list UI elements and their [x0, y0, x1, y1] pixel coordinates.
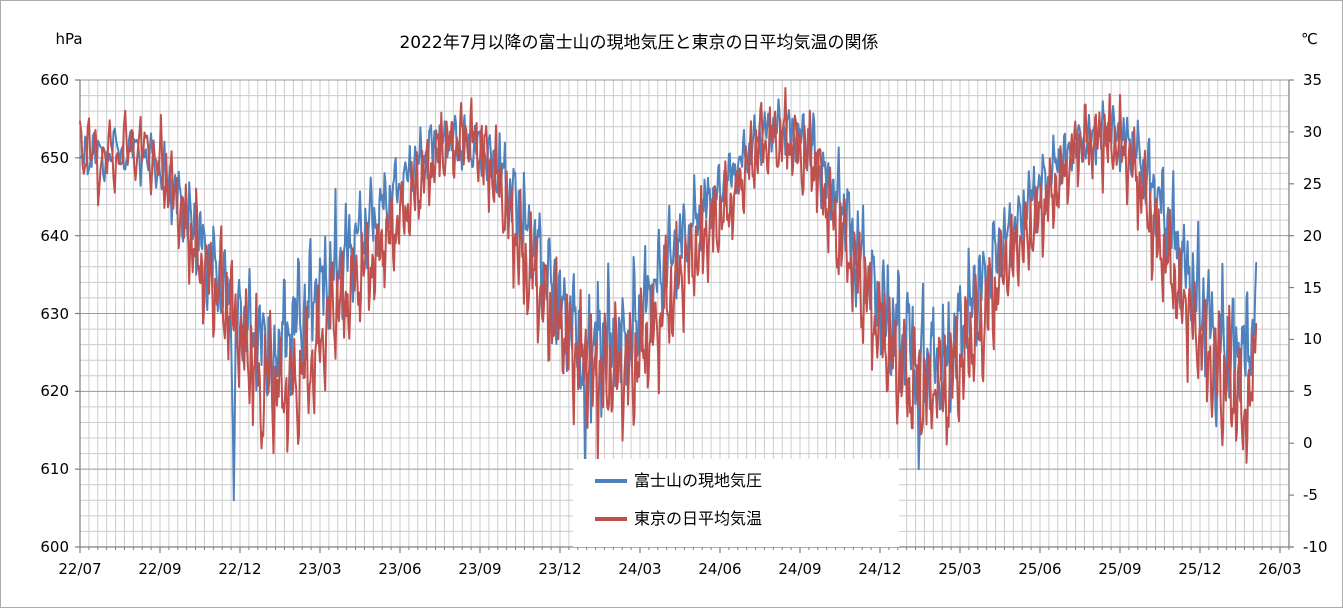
temperature-series-line	[79, 87, 1258, 464]
y-right-tick-label: 5	[1303, 382, 1313, 401]
x-axis-tick-label: 24/06	[698, 560, 742, 578]
x-axis-tick-label: 22/07	[58, 560, 102, 578]
y-right-tick-label: 0	[1303, 434, 1313, 453]
x-axis-tick-label: 25/09	[1098, 560, 1142, 578]
x-axis-tick-label: 25/06	[1018, 560, 1062, 578]
legend: 富士山の現地気圧 東京の日平均気温	[573, 459, 899, 547]
y-right-tick-label: 20	[1303, 226, 1323, 245]
x-axis-tick-label: 23/12	[538, 560, 582, 578]
right-axis-unit-label: ℃	[1301, 30, 1318, 48]
pressure-line-swatch	[595, 479, 627, 483]
x-axis-tick-label: 22/09	[138, 560, 182, 578]
x-axis-tick-label: 23/09	[458, 560, 502, 578]
legend-item-pressure: 富士山の現地気圧	[595, 463, 899, 499]
y-left-tick-label: 610	[40, 460, 69, 479]
y-left-tick-label: 660	[40, 71, 69, 89]
chart-title: 2022年7月以降の富士山の現地気圧と東京の日平均気温の関係	[399, 33, 879, 53]
x-axis-tick-label: 22/12	[218, 560, 262, 578]
legend-label-pressure: 富士山の現地気圧	[634, 471, 763, 490]
temperature-line-swatch	[595, 517, 627, 521]
left-axis-unit-label: hPa	[55, 30, 83, 48]
y-right-tick-label: -5	[1303, 486, 1318, 505]
y-right-tick-label: 15	[1303, 278, 1323, 297]
x-axis-tick-label: 26/03	[1258, 560, 1302, 578]
y-right-tick-label: 35	[1303, 71, 1323, 89]
y-right-tick-label: 10	[1303, 330, 1323, 349]
x-axis-tick-label: 25/03	[938, 560, 982, 578]
x-axis-tick-label: 23/03	[298, 560, 342, 578]
y-left-tick-label: 600	[40, 538, 69, 556]
y-right-tick-label: -10	[1303, 538, 1328, 556]
y-left-tick-label: 620	[40, 382, 69, 401]
y-left-tick-label: 640	[40, 226, 69, 245]
y-right-tick-label: 25	[1303, 174, 1323, 193]
x-axis-tick-label: 23/06	[378, 560, 422, 578]
y-left-tick-label: 650	[40, 148, 69, 167]
x-axis-tick-label: 24/09	[778, 560, 822, 578]
y-left-tick-label: 630	[40, 304, 69, 323]
y-right-tick-label: 30	[1303, 122, 1323, 141]
legend-item-temperature: 東京の日平均気温	[595, 501, 899, 537]
x-axis-tick-label: 24/03	[618, 560, 662, 578]
x-axis-tick-label: 24/12	[858, 560, 902, 578]
legend-label-temperature: 東京の日平均気温	[634, 509, 763, 528]
x-axis-tick-label: 25/12	[1178, 560, 1222, 578]
